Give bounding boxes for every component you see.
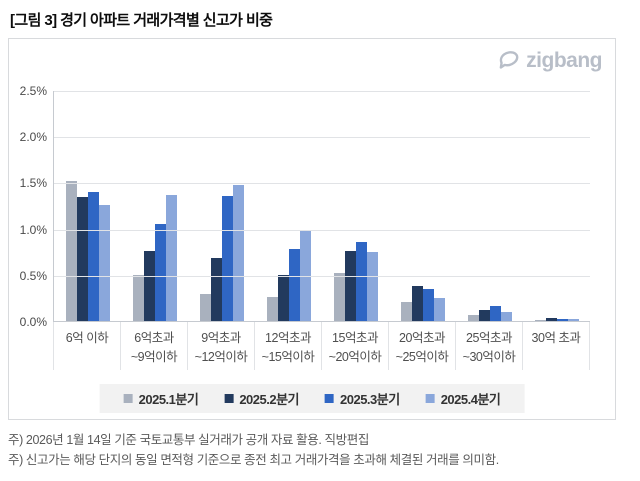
bar xyxy=(489,306,501,321)
gridline xyxy=(54,91,590,92)
bar-group xyxy=(389,285,456,321)
x-category-label: 6억 이하 xyxy=(53,322,121,370)
x-category-label: 20억초과 ~25억이하 xyxy=(389,322,456,370)
chart-legend: 2025.1분기 2025.2분기 2025.3분기 2025.4분기 xyxy=(99,384,525,413)
footnote-1: 주) 2026년 1월 14일 기준 국토교통부 실거래가 공개 자료 활용. … xyxy=(8,433,369,447)
bar-group xyxy=(523,318,590,321)
x-category-label: 12억초과 ~15억이하 xyxy=(255,322,322,370)
gridline xyxy=(54,137,590,139)
x-category-label: 30억 초과 xyxy=(523,322,590,370)
y-tick-label: 2.0% xyxy=(19,130,47,145)
bar xyxy=(534,320,546,321)
x-category-label: 6억초과 ~9억이하 xyxy=(121,322,188,370)
bar xyxy=(545,318,557,321)
y-tick-label: 0.0% xyxy=(19,315,47,329)
x-category-line: ~12억이하 xyxy=(194,350,248,365)
x-category-line: ~25억이하 xyxy=(395,350,449,365)
x-category-label: 15억초과 ~20억이하 xyxy=(322,322,389,370)
legend-swatch xyxy=(425,394,435,403)
bar xyxy=(221,196,233,321)
bar xyxy=(333,272,345,321)
bar xyxy=(210,258,222,321)
legend-swatch xyxy=(325,394,334,403)
bar xyxy=(165,195,177,321)
legend-swatch xyxy=(224,394,234,403)
bar xyxy=(422,288,434,321)
y-tick-label: 1.0% xyxy=(19,222,47,237)
bar xyxy=(344,250,356,321)
zigbang-logo: zigbang xyxy=(496,48,602,74)
x-category-line: ~30억이하 xyxy=(462,350,516,365)
bar xyxy=(266,296,278,321)
bar xyxy=(76,197,88,321)
bar-group xyxy=(121,195,188,321)
bar xyxy=(478,309,490,321)
x-category-line: ~15억이하 xyxy=(261,350,315,365)
bar-group xyxy=(54,181,121,321)
x-category-label: 25억초과 ~30억이하 xyxy=(456,322,523,370)
legend-item: 2025.4분기 xyxy=(425,389,501,408)
bar-group xyxy=(188,185,255,321)
bar xyxy=(433,297,445,321)
bar xyxy=(500,311,512,321)
legend-label: 2025.1분기 xyxy=(138,392,199,407)
x-category-line: 6억 이하 xyxy=(65,331,109,345)
x-axis-category-labels: 6억 이하 6억초과 ~9억이하 9억초과 ~12억이하 12억초과 ~15억이하 15억초과… xyxy=(53,322,590,370)
bar xyxy=(87,191,99,321)
y-tick-label: 1.5% xyxy=(19,176,47,191)
gridline xyxy=(54,229,590,231)
y-tick-label: 2.5% xyxy=(19,84,47,98)
legend-label: 2025.2분기 xyxy=(239,392,299,407)
zigbang-logo-text: zigbang xyxy=(526,49,602,72)
bar xyxy=(366,251,378,321)
legend-item: 2025.2분기 xyxy=(224,389,299,408)
x-category-label: 9억초과 ~12억이하 xyxy=(188,322,255,370)
bar xyxy=(199,294,211,321)
gridline xyxy=(54,183,590,185)
x-category-line: 9억초과 xyxy=(201,331,241,345)
bar xyxy=(154,223,166,321)
chart-container: zigbang 0.0% 0.5% 1.0% 1.5% 2.0% 2.5% 6억 이하 6억… xyxy=(8,38,616,420)
footnote-2: 주) 신고가는 해당 단지의 동일 면적형 기준으로 종전 최고 거래가격을 초… xyxy=(8,453,499,467)
bar xyxy=(567,319,579,321)
bar xyxy=(98,204,110,321)
bar xyxy=(277,274,289,321)
bar xyxy=(411,285,423,321)
bar xyxy=(232,185,244,321)
legend-swatch xyxy=(123,394,133,403)
x-category-line: 6억초과 xyxy=(134,331,174,345)
bar-group xyxy=(322,242,389,321)
bar xyxy=(288,248,300,321)
legend-item: 2025.1분기 xyxy=(123,389,199,408)
x-category-line: 25억초과 xyxy=(466,331,512,345)
legend-label: 2025.3분기 xyxy=(340,392,400,407)
x-category-line: ~20억이하 xyxy=(328,350,382,365)
y-tick-label: 0.5% xyxy=(19,268,47,283)
gridline xyxy=(54,275,590,277)
bar xyxy=(400,301,412,321)
bar xyxy=(467,314,479,321)
legend-label: 2025.4분기 xyxy=(440,392,501,407)
bar xyxy=(556,319,568,321)
bar xyxy=(65,181,77,321)
x-category-line: 15억초과 xyxy=(332,331,378,345)
bar xyxy=(355,242,367,321)
x-category-line: 20억초과 xyxy=(399,331,445,345)
bar-groups xyxy=(54,91,590,321)
plot-area xyxy=(53,91,590,322)
legend-item: 2025.3분기 xyxy=(325,389,400,408)
x-category-line: 30억 초과 xyxy=(531,331,581,345)
bar-group xyxy=(456,306,523,321)
page-title: [그림 3] 경기 아파트 거래가격별 신고가 비중 xyxy=(10,12,273,29)
bar xyxy=(132,274,144,321)
zigbang-logo-icon xyxy=(496,48,521,74)
bar xyxy=(143,250,155,321)
x-category-line: ~9억이하 xyxy=(130,350,178,365)
x-category-line: 12억초과 xyxy=(265,331,311,345)
